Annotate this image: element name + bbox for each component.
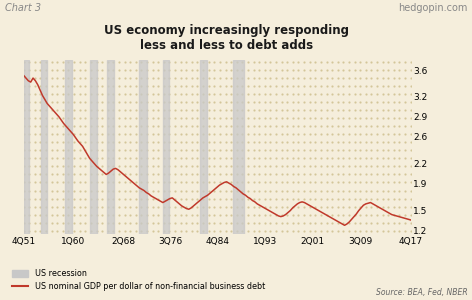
- Bar: [24, 60, 29, 234]
- Text: Source: BEA, Fed, NBER: Source: BEA, Fed, NBER: [376, 288, 467, 297]
- Bar: [200, 60, 207, 234]
- Bar: [163, 60, 169, 234]
- Bar: [41, 60, 47, 234]
- Bar: [90, 60, 97, 234]
- Legend: US recession, US nominal GDP per dollar of non-financial business debt: US recession, US nominal GDP per dollar …: [12, 269, 265, 291]
- Text: hedgopin.com: hedgopin.com: [398, 3, 467, 13]
- Text: US economy increasingly responding
less and less to debt adds: US economy increasingly responding less …: [104, 24, 349, 52]
- Bar: [65, 60, 72, 234]
- Bar: [107, 60, 115, 234]
- Bar: [139, 60, 147, 234]
- Bar: [233, 60, 244, 234]
- Text: Chart 3: Chart 3: [5, 3, 41, 13]
